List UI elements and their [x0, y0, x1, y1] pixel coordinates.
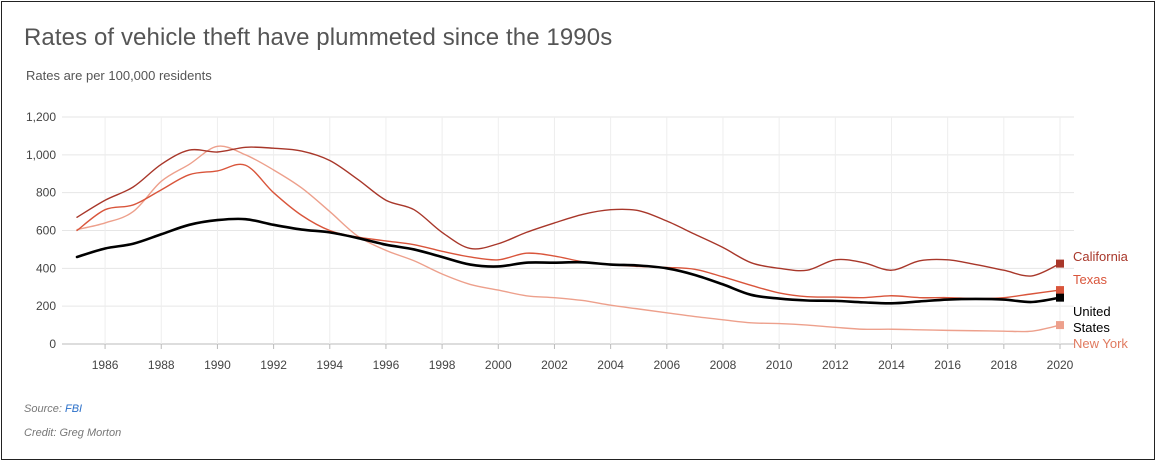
- series-line-united-states: [75, 217, 1062, 305]
- x-axis: 1986 1988 1990 1992 1994 1996 1998 2000 2002 2004…: [92, 344, 1074, 372]
- series-line-california: [76, 146, 1061, 277]
- series-lines: [75, 145, 1064, 333]
- x-tick-label: 2016: [934, 358, 961, 372]
- end-marker-texas: [1056, 286, 1064, 295]
- x-tick-label: 2008: [710, 358, 737, 372]
- y-tick-label: 200: [36, 299, 56, 313]
- source-note: Source: FBI: [24, 403, 82, 415]
- credit-note: Credit: Greg Morton: [24, 427, 122, 439]
- source-link[interactable]: FBI: [64, 403, 83, 415]
- x-tick-label: 1996: [373, 358, 400, 372]
- series-label-california: California: [1073, 249, 1129, 264]
- x-tick-label: 2004: [597, 358, 624, 372]
- chart-title: Rates of vehicle theft have plummeted si…: [24, 24, 613, 51]
- x-tick-label: 2006: [653, 358, 680, 372]
- end-marker-united-states: [1056, 293, 1064, 302]
- chart-subtitle: Rates are per 100,000 residents: [26, 68, 212, 83]
- x-tick-label: 1994: [316, 358, 343, 372]
- y-tick-label: 1,200: [26, 110, 56, 124]
- y-tick-label: 0: [49, 337, 56, 351]
- x-tick-label: 2018: [990, 358, 1017, 372]
- y-tick-label: 800: [36, 186, 56, 200]
- x-tick-label: 2012: [822, 358, 849, 372]
- series-label-united-states: United States: [1073, 304, 1111, 335]
- y-axis: 0 200 400 600 800 1,000 1,200: [26, 110, 56, 351]
- x-tick-label: 1988: [148, 358, 175, 372]
- x-tick-label: 1992: [260, 358, 287, 372]
- x-tick-label: 2010: [766, 358, 793, 372]
- x-tick-label: 1998: [429, 358, 456, 372]
- source-prefix: Source:: [24, 403, 65, 415]
- x-tick-label: 2000: [485, 358, 512, 372]
- end-marker-california: [1056, 259, 1064, 268]
- series-label-texas: Texas: [1073, 272, 1107, 287]
- x-tick-label: 2002: [541, 358, 568, 372]
- x-tick-label: 1986: [92, 358, 119, 372]
- y-tick-label: 600: [36, 224, 56, 238]
- series-line-new-york: [76, 145, 1061, 333]
- y-tick-label: 1,000: [26, 148, 56, 162]
- x-tick-label: 2020: [1047, 358, 1074, 372]
- x-tick-label: 1990: [204, 358, 231, 372]
- end-marker-new-york: [1056, 321, 1064, 330]
- series-label-new-york: New York: [1073, 336, 1128, 351]
- series-line-texas: [76, 163, 1061, 300]
- x-tick-label: 2014: [878, 358, 905, 372]
- y-tick-label: 400: [36, 261, 56, 275]
- gridlines: [62, 116, 1074, 345]
